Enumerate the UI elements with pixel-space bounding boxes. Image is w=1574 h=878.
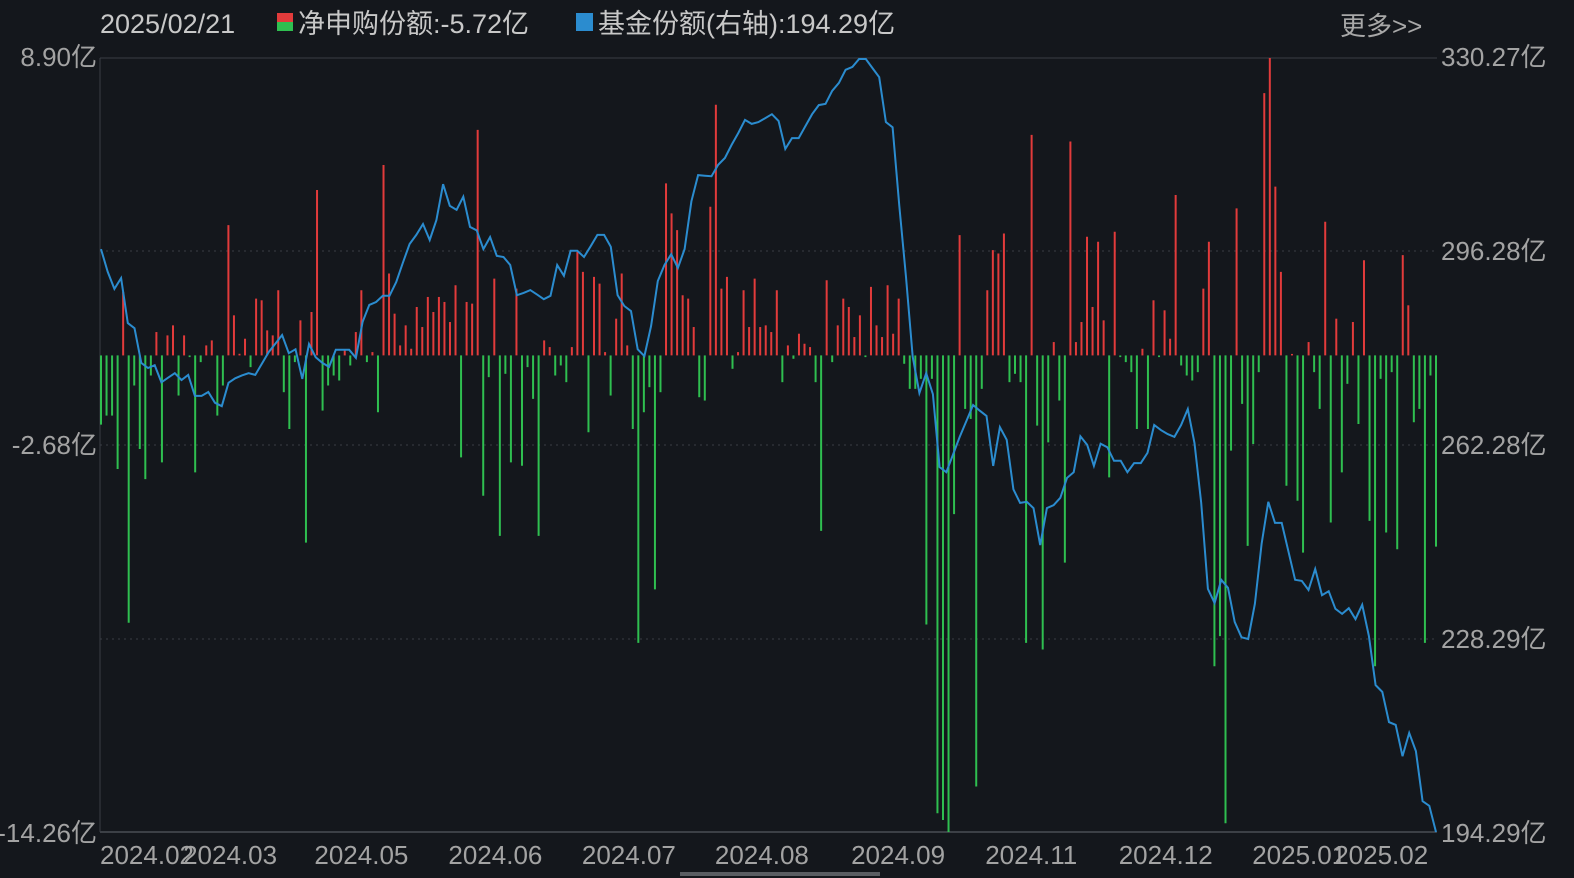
right-axis-tick: 194.29亿 bbox=[1441, 818, 1547, 848]
x-axis-tick: 2025.01 bbox=[1252, 840, 1346, 870]
fund-share-line bbox=[100, 58, 1437, 833]
net-purchase-bars bbox=[100, 58, 1437, 832]
legend-swatch-negative bbox=[277, 22, 293, 31]
header-date: 2025/02/21 bbox=[100, 9, 235, 39]
legend-share-label: 基金份额(右轴):194.29亿 bbox=[598, 9, 895, 39]
left-axis-tick: -2.68亿 bbox=[12, 430, 97, 460]
x-axis-tick: 2024.06 bbox=[448, 840, 542, 870]
right-axis-tick: 228.29亿 bbox=[1441, 624, 1547, 654]
x-axis-tick: 2024.11 bbox=[985, 840, 1077, 870]
right-axis-tick: 296.28亿 bbox=[1441, 236, 1547, 266]
x-axis-tick: 2024.05 bbox=[314, 840, 408, 870]
x-axis-tick: 2024.08 bbox=[715, 840, 809, 870]
legend-net-label: 净申购份额:-5.72亿 bbox=[298, 9, 529, 39]
x-axis-tick: 2025.02 bbox=[1334, 840, 1428, 870]
x-axis-tick: 2024.09 bbox=[851, 840, 945, 870]
left-axis-tick: -14.26亿 bbox=[0, 818, 97, 848]
legend-net-purchase: 净申购份额:-5.72亿 bbox=[277, 9, 529, 39]
right-axis-tick: 262.28亿 bbox=[1441, 430, 1547, 460]
legend-swatch-positive bbox=[277, 13, 293, 22]
x-axis-tick: 2024.02 bbox=[100, 840, 194, 870]
x-axis-tick: 2024.07 bbox=[582, 840, 676, 870]
more-link[interactable]: 更多>> bbox=[1340, 11, 1422, 41]
x-axis-tick: 2024.12 bbox=[1119, 840, 1213, 870]
legend-fund-share: 基金份额(右轴):194.29亿 bbox=[576, 9, 895, 39]
legend-swatch-line bbox=[576, 13, 593, 31]
left-axis-tick: 8.90亿 bbox=[20, 42, 97, 72]
right-axis-tick: 330.27亿 bbox=[1441, 42, 1547, 72]
horizontal-scrollbar[interactable] bbox=[680, 872, 880, 876]
x-axis-tick: 2024.03 bbox=[183, 840, 277, 870]
